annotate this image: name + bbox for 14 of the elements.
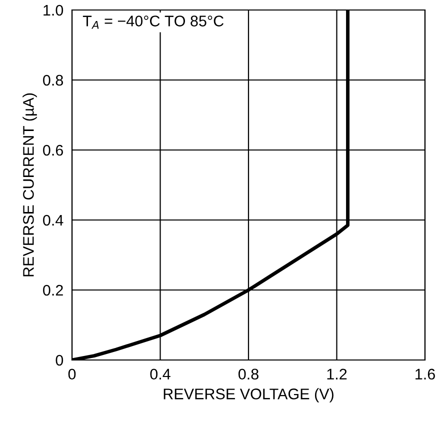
x-axis-title: REVERSE VOLTAGE (V) xyxy=(164,388,334,402)
y-tick-label: 0.6 xyxy=(43,144,63,156)
y-tick-label: 0.2 xyxy=(43,284,63,296)
x-tick-label: 0 xyxy=(68,368,76,380)
x-tick-label: 1.6 xyxy=(416,368,435,380)
annotation: T$_{A}$ = −40°C TO 85°C xyxy=(82,16,224,29)
y-tick-label: 0.4 xyxy=(43,214,64,226)
y-tick-label: 1.0 xyxy=(44,4,64,16)
x-tick-label: 0.8 xyxy=(238,368,258,380)
x-tick-label: 0.4 xyxy=(150,368,170,380)
y-axis-title: REVERSE CURRENT (µA) xyxy=(22,93,37,276)
y-tick-label: 0.8 xyxy=(43,74,64,86)
y-tick-label: 0 xyxy=(56,354,64,366)
x-tick-label: 1.2 xyxy=(327,368,347,380)
